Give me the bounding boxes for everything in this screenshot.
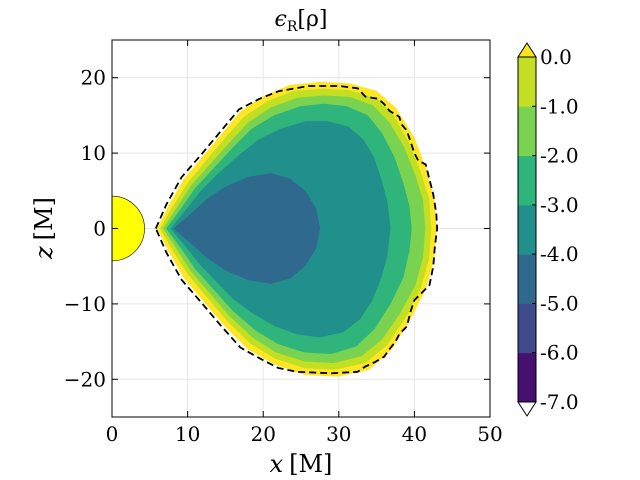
y-tick-label: 10 [81, 141, 106, 165]
x-tick-label: 30 [326, 422, 351, 446]
contour-regions [157, 81, 437, 377]
x-tick-label: 40 [402, 422, 427, 446]
dashed-contour [154, 85, 439, 375]
y-tick-label: 20 [81, 66, 106, 90]
chart-title: ϵR[ρ] [275, 7, 328, 35]
y-axis-label: z[M] [30, 197, 58, 260]
colorbar-segment [518, 352, 536, 403]
x-tick-label: 10 [175, 422, 200, 446]
y-tick-label: −20 [64, 367, 106, 391]
colorbar-tick-label: -4.0 [540, 242, 579, 266]
colorbar-tick-label: -3.0 [540, 193, 579, 217]
colorbar-segment [518, 155, 536, 206]
x-tick-label: 50 [477, 422, 502, 446]
colorbar-extend-low [517, 401, 537, 417]
contour-region [173, 173, 321, 284]
x-tick-label: 20 [250, 422, 275, 446]
colorbar-frame [517, 56, 537, 403]
x-tick-label: 0 [106, 422, 119, 446]
colorbar-tick-label: -7.0 [540, 390, 579, 414]
axis-ticks: 0 10 20 30 40 50 −20 −10 0 10 20 [64, 40, 503, 446]
colorbar-tick-label: -1.0 [540, 94, 579, 118]
colorbar-tick-label: -2.0 [540, 144, 579, 168]
colorbar-tick-label: -5.0 [540, 291, 579, 315]
colorbar-segment [518, 57, 536, 107]
y-tick-label: −10 [64, 292, 106, 316]
colorbar-segment [518, 303, 536, 354]
plot-area: 0 10 20 30 40 50 −20 −10 0 10 20 [64, 39, 503, 446]
y-tick-label: 0 [93, 217, 106, 241]
dashed-contour-line [154, 85, 439, 375]
colorbar-tick-label: -6.0 [540, 341, 579, 365]
colorbar: -7.0 -6.0 -5.0 -4.0 -3.0 -2.0 -1.0 0.0 [517, 42, 579, 417]
colorbar-segment [518, 254, 536, 304]
x-axis-label: x [M] [270, 450, 333, 478]
colorbar-segment [518, 204, 536, 255]
colorbar-segment [518, 106, 536, 157]
colorbar-tick-label: 0.0 [540, 45, 572, 69]
colorbar-extend-high [517, 42, 537, 58]
